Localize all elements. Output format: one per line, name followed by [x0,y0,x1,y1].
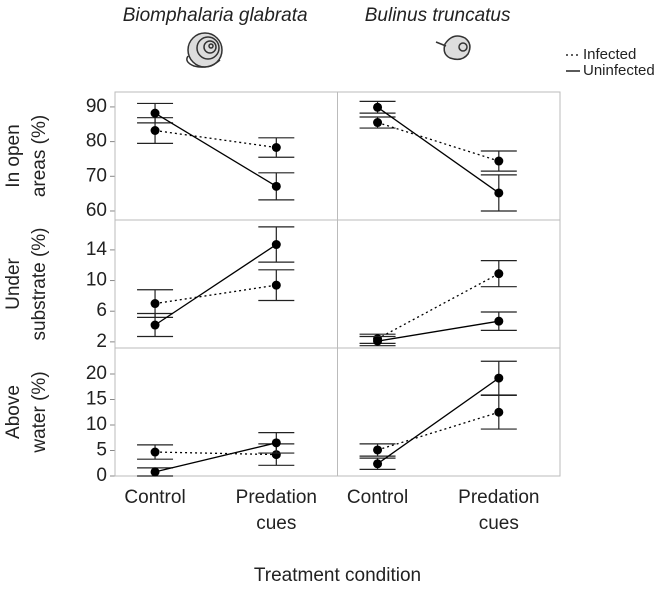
snail-icon [186,32,223,68]
column-title: Bulinus truncatus [365,5,511,26]
data-point [373,445,383,455]
data-point [150,126,160,136]
y-tick-label: 80 [86,131,107,152]
series-line [154,284,277,305]
y-tick-label: 15 [86,389,107,410]
data-point [150,108,160,118]
series-line [154,129,277,149]
y-tick-label: 6 [96,300,107,321]
column-title: Biomphalaria glabrata [123,5,308,26]
y-tick-label: 20 [86,363,107,384]
data-point [494,373,504,383]
data-point [150,320,160,330]
series-line [154,442,277,473]
panel-frame [337,91,561,221]
y-tick-label: 5 [96,440,107,461]
panel-frame [114,347,338,477]
data-point [271,438,281,448]
y-axis-label: Above [3,385,24,439]
series-line [155,451,277,456]
y-axis-label: Under [3,257,24,309]
data-point [150,299,160,309]
data-point [373,118,383,128]
data-point [150,447,160,457]
data-point [271,240,281,250]
series-line [377,273,500,340]
series-line [377,320,499,342]
data-point [373,102,383,112]
y-axis-label: water (%) [29,371,50,453]
series-line [377,106,500,194]
y-tick-label: 10 [86,414,107,435]
series-line [154,112,277,187]
y-axis-label: In open [3,124,24,187]
data-point [271,181,281,191]
snail-icon [435,35,471,61]
x-tick-label: Control [346,487,409,508]
data-point [373,459,383,469]
y-tick-label: 14 [86,239,108,260]
data-point [373,336,383,346]
data-point [494,269,504,279]
series-line [377,121,500,162]
x-tick-label: Control [124,487,186,508]
y-tick-label: 90 [86,96,107,117]
legend-label: Uninfected [583,62,655,79]
data-point [494,188,504,198]
series-line [154,243,277,326]
data-point [271,450,281,460]
y-tick-label: 2 [96,331,107,352]
x-tick-label: Predation cues [235,487,317,534]
data-point [271,143,281,153]
y-tick-label: 60 [86,200,107,221]
data-point [150,467,160,477]
panel-frame [337,347,561,477]
x-tick-label: Predation cues [458,487,540,534]
y-tick-label: 0 [96,465,107,486]
data-point [494,156,504,166]
data-point [494,316,504,326]
y-tick-label: 10 [86,270,107,291]
y-axis-label: areas (%) [29,115,50,197]
series-line [377,377,500,465]
series-line [377,411,500,451]
legend-label: Infected [583,46,636,63]
y-axis-label: substrate (%) [29,228,50,341]
panel-frame [114,219,338,349]
data-point [271,280,281,290]
x-axis-label: Treatment condition [254,565,421,586]
data-point [494,407,504,417]
y-tick-label: 70 [86,165,107,186]
